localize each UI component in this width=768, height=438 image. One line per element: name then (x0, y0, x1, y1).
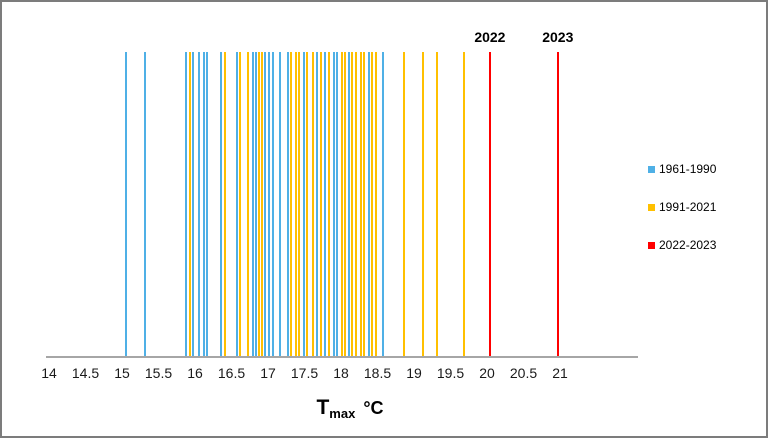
data-line-1991-2021 (359, 52, 362, 357)
x-tick-label: 19 (406, 365, 422, 381)
x-tick-label: 20 (479, 365, 495, 381)
data-line-1991-2021 (306, 52, 309, 357)
legend-item-1991-2021: 1991-2021 (648, 200, 716, 214)
data-line-2022-2023 (556, 52, 559, 357)
data-line-1991-2021 (311, 52, 314, 357)
data-line-1961-1990 (323, 52, 326, 357)
data-line-1991-2021 (261, 52, 264, 357)
data-line-1961-1990 (202, 52, 205, 357)
annotation-label-2023: 2023 (542, 29, 574, 45)
data-line-1991-2021 (328, 52, 331, 357)
data-line-1991-2021 (350, 52, 353, 357)
data-line-1961-1990 (264, 52, 267, 357)
x-axis-title-unit: °C (363, 398, 384, 418)
x-tick-label: 14.5 (71, 365, 100, 381)
data-line-1961-1990 (220, 52, 223, 357)
legend-label: 1961-1990 (659, 162, 717, 176)
data-line-1991-2021 (435, 52, 438, 357)
data-line-1961-1990 (332, 52, 335, 357)
data-line-1991-2021 (363, 52, 366, 357)
data-line-1991-2021 (371, 52, 374, 357)
legend-item-1961-1990: 1961-1990 (648, 162, 716, 176)
x-tick-label: 20.5 (509, 365, 538, 381)
legend-label: 1991-2021 (659, 200, 717, 214)
data-line-1961-1990 (198, 52, 201, 357)
data-line-1961-1990 (184, 52, 187, 357)
x-axis-title-subscript: max (329, 406, 356, 421)
x-tick-label: 14 (41, 365, 57, 381)
data-line-1961-1990 (336, 52, 339, 357)
data-line-1991-2021 (375, 52, 378, 357)
data-line-1991-2021 (247, 52, 250, 357)
data-line-1961-1990 (268, 52, 271, 357)
x-tick-label: 16.5 (217, 365, 246, 381)
data-line-1961-1990 (348, 52, 351, 357)
data-line-1961-1990 (381, 52, 384, 357)
data-line-2022-2023 (488, 52, 491, 357)
data-line-1961-1990 (206, 52, 209, 357)
data-line-1991-2021 (294, 52, 297, 357)
x-axis-line (46, 356, 638, 358)
x-tick-label: 19.5 (436, 365, 465, 381)
x-axis-title-symbol: T (316, 396, 330, 419)
data-line-1991-2021 (188, 52, 191, 357)
data-line-1991-2021 (463, 52, 466, 357)
x-tick-label: 18.5 (363, 365, 392, 381)
legend-swatch-yellow (648, 203, 655, 211)
x-tick-label: 16 (187, 365, 203, 381)
data-line-1991-2021 (340, 52, 343, 357)
data-line-1961-1990 (302, 52, 305, 357)
x-tick-label: 17.5 (290, 365, 319, 381)
data-line-1991-2021 (290, 52, 293, 357)
data-line-1991-2021 (239, 52, 242, 357)
x-tick-label: 21 (552, 365, 568, 381)
data-line-1961-1990 (272, 52, 275, 357)
x-tick-label: 15.5 (144, 365, 173, 381)
x-tick-label: 17 (260, 365, 276, 381)
data-line-1961-1990 (367, 52, 370, 357)
data-line-1991-2021 (344, 52, 347, 357)
data-line-1961-1990 (251, 52, 254, 357)
data-line-1991-2021 (298, 52, 301, 357)
legend-swatch-blue (648, 165, 655, 173)
data-line-1961-1990 (191, 52, 194, 357)
data-line-1961-1990 (279, 52, 282, 357)
data-line-1961-1990 (315, 52, 318, 357)
data-line-1961-1990 (286, 52, 289, 357)
x-axis-title: Tmax °C (316, 396, 383, 421)
data-line-1991-2021 (355, 52, 358, 357)
x-tick-label: 15 (114, 365, 130, 381)
legend-item-2022-2023: 2022-2023 (648, 238, 716, 252)
x-tick-label: 18 (333, 365, 349, 381)
data-line-1991-2021 (320, 52, 323, 357)
legend: 1961-1990 1991-2021 2022-2023 (648, 162, 716, 276)
data-line-1991-2021 (258, 52, 261, 357)
annotation-label-2022: 2022 (474, 29, 506, 45)
data-line-1961-1990 (124, 52, 127, 357)
data-line-1991-2021 (223, 52, 226, 357)
legend-label: 2022-2023 (659, 238, 717, 252)
data-line-1961-1990 (255, 52, 258, 357)
data-line-1991-2021 (402, 52, 405, 357)
data-line-1961-1990 (143, 52, 146, 357)
data-line-1961-1990 (236, 52, 239, 357)
legend-swatch-red (648, 241, 655, 249)
data-line-1991-2021 (422, 52, 425, 357)
